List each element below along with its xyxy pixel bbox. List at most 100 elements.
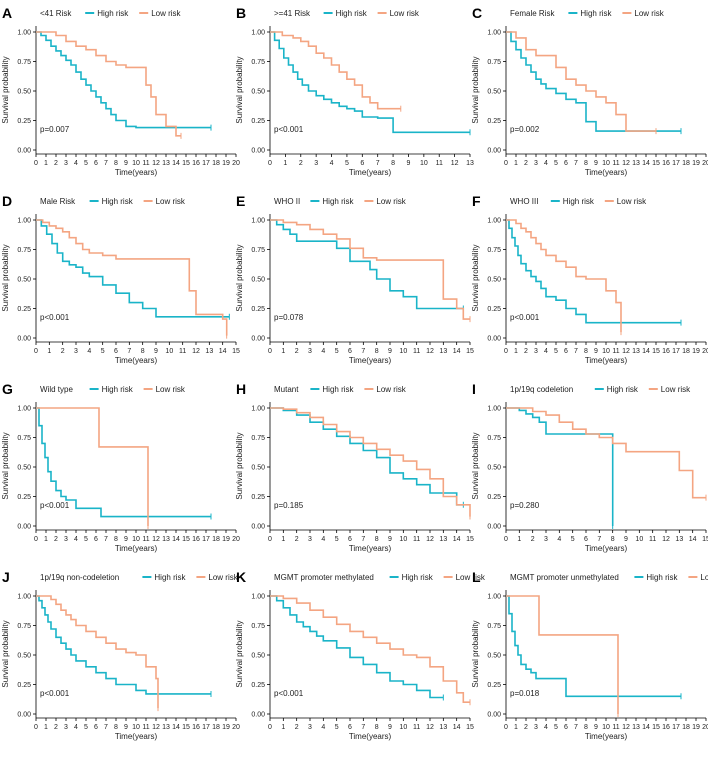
x-tick-label: 11 xyxy=(142,536,149,543)
panel-c: C Female Risk High risk Low risk 0.00 0.25 0.5… xyxy=(471,5,708,177)
panel-letter: D xyxy=(2,193,12,209)
y-axis-label: Survival probability xyxy=(235,620,244,687)
panel-letter: K xyxy=(236,569,246,585)
x-tick-label: 17 xyxy=(202,160,210,167)
x-tick-label: 18 xyxy=(682,348,690,355)
x-axis-label: Time(years) xyxy=(115,168,158,177)
y-tick-label: 0.25 xyxy=(17,306,31,313)
x-tick-label: 13 xyxy=(466,160,474,167)
x-tick-label: 3 xyxy=(534,348,538,355)
x-tick-label: 5 xyxy=(554,160,558,167)
x-tick-label: 5 xyxy=(84,724,88,731)
y-tick-label: 0.50 xyxy=(17,465,31,472)
y-tick-label: 0.50 xyxy=(17,277,31,284)
x-tick-label: 4 xyxy=(321,536,325,543)
legend-high-label: High risk xyxy=(97,9,129,18)
panel-title: Female Risk xyxy=(510,9,555,18)
x-tick-label: 18 xyxy=(212,160,220,167)
x-tick-label: 13 xyxy=(439,348,447,355)
legend-low-label: Low risk xyxy=(151,9,181,18)
p-value: p<0.001 xyxy=(510,313,540,322)
x-tick-label: 3 xyxy=(64,160,68,167)
legend-high-label: High risk xyxy=(322,197,354,206)
x-tick-label: 11 xyxy=(413,724,420,731)
x-tick-label: 10 xyxy=(602,160,610,167)
x-tick-label: 3 xyxy=(534,160,538,167)
legend-low-label: Low risk xyxy=(376,385,406,394)
x-tick-label: 6 xyxy=(94,160,98,167)
y-tick-label: 0.00 xyxy=(17,524,31,531)
x-tick-label: 8 xyxy=(114,724,118,731)
x-tick-label: 6 xyxy=(564,348,568,355)
x-tick-label: 2 xyxy=(54,724,58,731)
y-tick-label: 0.75 xyxy=(17,623,31,630)
x-axis-label: Time(years) xyxy=(349,356,392,365)
x-tick-label: 1 xyxy=(283,160,287,167)
x-tick-label: 3 xyxy=(314,160,318,167)
panel-title: Mutant xyxy=(274,385,299,394)
legend-high-label: High risk xyxy=(154,573,186,582)
x-tick-label: 7 xyxy=(574,724,578,731)
y-tick-label: 1.00 xyxy=(17,30,31,37)
x-tick-label: 1 xyxy=(281,724,285,731)
x-tick-label: 9 xyxy=(124,724,128,731)
legend-low-label: Low risk xyxy=(700,573,708,582)
curve-low-risk xyxy=(36,219,228,336)
curve-low-risk xyxy=(506,407,706,499)
y-tick-label: 0.50 xyxy=(487,465,501,472)
y-axis-label: Survival probability xyxy=(235,432,244,499)
x-tick-label: 4 xyxy=(544,724,548,731)
x-tick-label: 13 xyxy=(632,160,640,167)
x-tick-label: 15 xyxy=(652,160,660,167)
y-tick-label: 1.00 xyxy=(251,406,265,413)
legend-low-label: Low risk xyxy=(156,197,186,206)
x-tick-label: 19 xyxy=(692,160,700,167)
x-tick-label: 19 xyxy=(222,724,230,731)
y-tick-label: 0.00 xyxy=(17,148,31,155)
x-tick-label: 20 xyxy=(232,160,240,167)
legend-low-label: Low risk xyxy=(661,385,691,394)
curve-low-risk xyxy=(36,31,181,137)
x-tick-label: 10 xyxy=(399,724,407,731)
y-axis-label: Survival probability xyxy=(1,244,10,311)
x-tick-label: 9 xyxy=(388,724,392,731)
p-value: p=0.007 xyxy=(40,125,70,134)
y-tick-label: 0.50 xyxy=(17,653,31,660)
x-tick-label: 16 xyxy=(662,160,670,167)
legend-high-label: High risk xyxy=(102,385,134,394)
y-tick-label: 0.00 xyxy=(487,712,501,719)
x-tick-label: 7 xyxy=(361,724,365,731)
y-axis-label: Survival probability xyxy=(471,432,480,499)
x-tick-label: 6 xyxy=(360,160,364,167)
legend-high-label: High risk xyxy=(646,573,678,582)
curve-high-risk xyxy=(36,31,211,129)
x-tick-label: 14 xyxy=(219,348,227,355)
y-tick-label: 0.00 xyxy=(487,524,501,531)
panel-l: L MGMT promoter unmethylated High risk Low … xyxy=(471,569,708,741)
x-tick-label: 3 xyxy=(64,536,68,543)
y-axis-label: Survival probability xyxy=(471,244,480,311)
x-tick-label: 15 xyxy=(182,536,190,543)
x-tick-label: 20 xyxy=(232,536,240,543)
curve-high-risk xyxy=(270,31,470,134)
p-value: p<0.001 xyxy=(274,125,304,134)
x-tick-label: 2 xyxy=(295,536,299,543)
legend-high-label: High risk xyxy=(402,573,434,582)
x-tick-label: 1 xyxy=(44,724,48,731)
x-tick-label: 6 xyxy=(94,724,98,731)
x-tick-label: 9 xyxy=(407,160,411,167)
x-tick-label: 14 xyxy=(453,348,461,355)
x-tick-label: 1 xyxy=(514,348,518,355)
y-tick-label: 0.50 xyxy=(487,89,501,96)
x-tick-label: 11 xyxy=(436,160,443,167)
panel-title: MGMT promoter unmethylated xyxy=(510,573,619,582)
x-axis-label: Time(years) xyxy=(349,732,392,741)
x-tick-label: 17 xyxy=(202,724,210,731)
panel-e: E WHO II High risk Low risk 0.00 0.25 0.50 0.75… xyxy=(235,193,474,365)
x-tick-label: 17 xyxy=(672,348,680,355)
p-value: p<0.001 xyxy=(40,313,70,322)
x-tick-label: 0 xyxy=(504,348,508,355)
legend-low-label: Low risk xyxy=(456,573,486,582)
x-tick-label: 6 xyxy=(94,536,98,543)
